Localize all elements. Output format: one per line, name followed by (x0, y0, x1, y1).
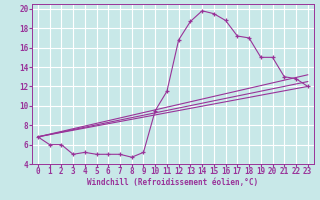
X-axis label: Windchill (Refroidissement éolien,°C): Windchill (Refroidissement éolien,°C) (87, 178, 258, 187)
